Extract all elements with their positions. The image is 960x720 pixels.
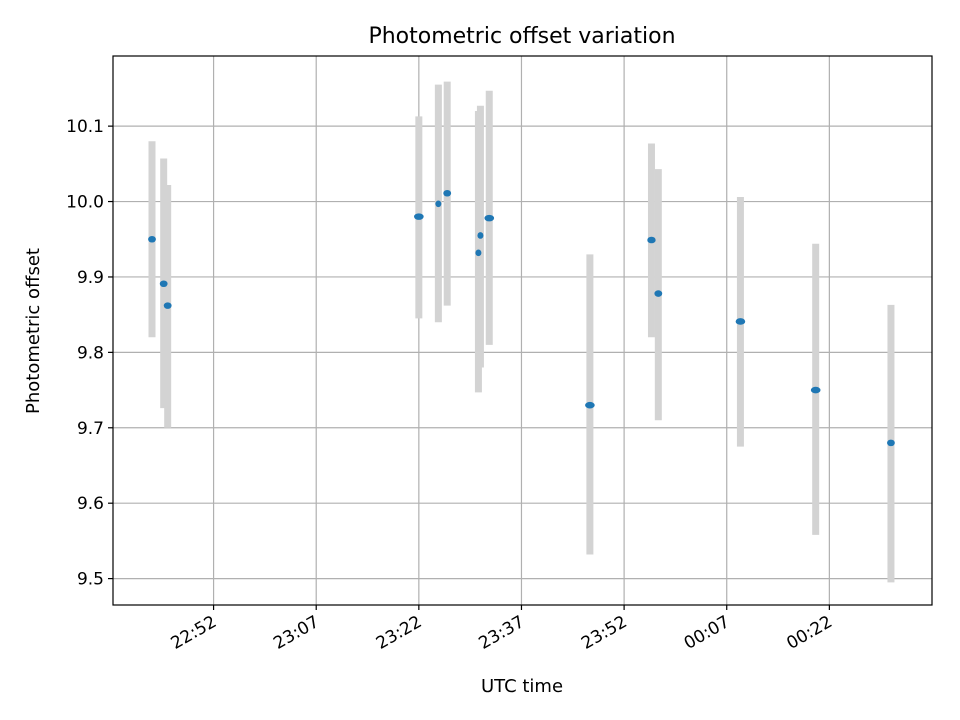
point-layer: [148, 189, 895, 447]
data-point: [443, 189, 452, 197]
data-point: [654, 290, 663, 297]
data-point: [887, 439, 895, 447]
y-tick-label: 10.1: [66, 117, 104, 137]
data-point: [148, 235, 156, 243]
y-tick-label: 9.9: [77, 268, 104, 288]
y-tick-label: 9.7: [77, 419, 104, 439]
data-point: [735, 318, 746, 325]
data-point: [810, 386, 821, 394]
data-point: [585, 401, 595, 409]
data-point: [163, 302, 172, 309]
y-tick-label: 9.6: [77, 494, 104, 514]
y-axis-label: Photometric offset: [23, 248, 44, 414]
data-point: [414, 213, 424, 220]
x-axis-label: UTC time: [481, 676, 563, 697]
grid-layer: [113, 56, 932, 605]
plot-frame: [112, 55, 933, 606]
y-tick-label: 10.0: [66, 193, 104, 213]
data-point: [477, 232, 484, 239]
y-tick-label: 9.8: [77, 343, 104, 363]
data-point: [159, 280, 168, 288]
y-tick-label: 9.5: [77, 570, 104, 590]
data-point: [475, 249, 482, 257]
data-point: [435, 200, 442, 208]
data-point: [484, 214, 495, 222]
chart-title: Photometric offset variation: [368, 24, 675, 49]
data-point: [647, 236, 656, 244]
